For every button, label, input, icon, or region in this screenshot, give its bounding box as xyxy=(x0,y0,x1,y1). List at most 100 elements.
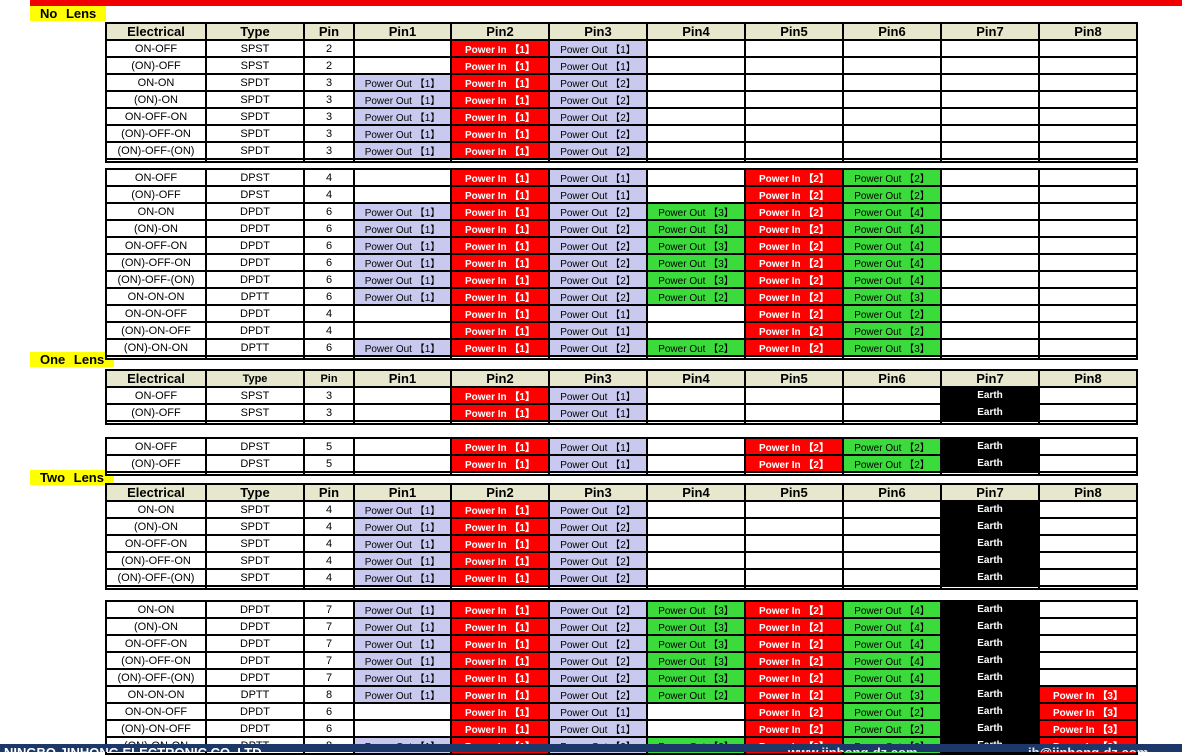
sliver-cell xyxy=(303,471,355,476)
pin4-cell: Power Out 【3】 xyxy=(646,600,746,619)
pin3-cell: Power Out 【2】 xyxy=(548,551,648,570)
pin4-cell-empty xyxy=(646,719,746,738)
sliver-cell xyxy=(1038,355,1138,360)
column-header-pin4: Pin4 xyxy=(646,483,746,502)
pin6-cell: Power Out 【4】 xyxy=(842,236,942,255)
sliver-cell xyxy=(105,471,207,476)
pin-count-cell: 6 xyxy=(303,702,355,721)
pin6-cell-empty xyxy=(842,568,942,587)
pin1-cell-empty xyxy=(353,702,452,721)
pin4-cell-empty xyxy=(646,141,746,160)
pin8-cell: Power In 【3】 xyxy=(1038,719,1138,738)
type-cell: SPDT xyxy=(205,568,305,587)
sliver-cell xyxy=(105,420,207,425)
pin6-cell-empty xyxy=(842,73,942,92)
pin4-cell-empty xyxy=(646,304,746,323)
pin6-cell-empty xyxy=(842,551,942,570)
type-cell: DPTT xyxy=(205,685,305,704)
sliver-cell xyxy=(353,355,452,360)
pin1-cell: Power Out 【1】 xyxy=(353,534,452,553)
type-cell: DPST xyxy=(205,454,305,473)
pin-count-cell: 3 xyxy=(303,386,355,405)
electrical-cell: (ON)-ON-OFF xyxy=(105,719,207,738)
table-bottom-sliver-row xyxy=(105,355,1138,360)
pin3-cell: Power Out 【2】 xyxy=(548,73,648,92)
pin5-cell: Power In 【2】 xyxy=(744,270,844,289)
pin1-cell-empty xyxy=(353,321,452,340)
sliver-cell xyxy=(842,585,942,590)
pin5-cell: Power In 【2】 xyxy=(744,185,844,204)
pin4-cell: Power Out 【3】 xyxy=(646,651,746,670)
pin6-cell: Power Out 【4】 xyxy=(842,634,942,653)
pin5-cell-empty xyxy=(744,90,844,109)
pin-count-cell: 4 xyxy=(303,568,355,587)
sliver-cell xyxy=(548,158,648,163)
pin2-cell: Power In 【1】 xyxy=(450,551,550,570)
type-cell: SPDT xyxy=(205,551,305,570)
pin-count-cell: 3 xyxy=(303,90,355,109)
type-cell: SPDT xyxy=(205,90,305,109)
pin1-cell-empty xyxy=(353,386,452,405)
table-bottom-sliver-row xyxy=(105,158,1138,163)
type-cell: DPST xyxy=(205,168,305,187)
pin4-cell-empty xyxy=(646,90,746,109)
type-cell: SPST xyxy=(205,56,305,75)
pin1-cell: Power Out 【1】 xyxy=(353,685,452,704)
electrical-cell: ON-ON xyxy=(105,73,207,92)
type-cell: DPDT xyxy=(205,617,305,636)
pin6-cell: Power Out 【4】 xyxy=(842,668,942,687)
pin-count-cell: 6 xyxy=(303,719,355,738)
sliver-cell xyxy=(744,158,844,163)
pin-count-cell: 3 xyxy=(303,124,355,143)
pin-count-cell: 3 xyxy=(303,107,355,126)
sliver-cell xyxy=(744,355,844,360)
table-bottom-sliver-row xyxy=(105,585,1138,590)
type-cell: DPDT xyxy=(205,202,305,221)
pin7-cell: Earth xyxy=(940,651,1040,670)
pin8-cell-empty xyxy=(1038,124,1138,143)
sliver-cell xyxy=(450,355,550,360)
pin-count-cell: 6 xyxy=(303,236,355,255)
pin2-cell: Power In 【1】 xyxy=(450,73,550,92)
pin8-cell-empty xyxy=(1038,500,1138,519)
pin5-cell: Power In 【2】 xyxy=(744,321,844,340)
pin7-cell: Earth xyxy=(940,668,1040,687)
pin3-cell: Power Out 【2】 xyxy=(548,270,648,289)
sliver-cell xyxy=(353,471,452,476)
pin5-cell-empty xyxy=(744,73,844,92)
type-cell: SPDT xyxy=(205,500,305,519)
column-header-pin5: Pin5 xyxy=(744,369,844,388)
sliver-cell xyxy=(303,585,355,590)
pin7-cell: Earth xyxy=(940,685,1040,704)
pin3-cell: Power Out 【1】 xyxy=(548,454,648,473)
pin7-cell: Earth xyxy=(940,568,1040,587)
pin3-cell: Power Out 【2】 xyxy=(548,617,648,636)
sliver-cell xyxy=(940,585,1040,590)
pin8-cell-empty xyxy=(1038,141,1138,160)
type-cell: DPDT xyxy=(205,321,305,340)
pin8-cell-empty xyxy=(1038,253,1138,272)
pin5-cell: Power In 【2】 xyxy=(744,719,844,738)
pin6-cell: Power Out 【2】 xyxy=(842,304,942,323)
electrical-cell: ON-OFF-ON xyxy=(105,634,207,653)
pin4-cell: Power Out 【2】 xyxy=(646,685,746,704)
pin1-cell: Power Out 【1】 xyxy=(353,270,452,289)
type-cell: DPDT xyxy=(205,634,305,653)
sliver-cell xyxy=(353,420,452,425)
pin4-cell-empty xyxy=(646,321,746,340)
pin-count-cell: 6 xyxy=(303,270,355,289)
pin8-cell-empty xyxy=(1038,236,1138,255)
pin3-cell: Power Out 【2】 xyxy=(548,651,648,670)
sliver-cell xyxy=(744,585,844,590)
pin6-cell-empty xyxy=(842,403,942,422)
sliver-cell xyxy=(548,420,648,425)
pin6-cell-empty xyxy=(842,517,942,536)
pin7-cell: Earth xyxy=(940,600,1040,619)
pin8-cell-empty xyxy=(1038,202,1138,221)
electrical-cell: (ON)-OFF-(ON) xyxy=(105,141,207,160)
pin-count-cell: 4 xyxy=(303,534,355,553)
pin7-cell-empty xyxy=(940,338,1040,357)
column-header-pin6: Pin6 xyxy=(842,369,942,388)
sliver-cell xyxy=(646,585,746,590)
pin4-cell-empty xyxy=(646,551,746,570)
